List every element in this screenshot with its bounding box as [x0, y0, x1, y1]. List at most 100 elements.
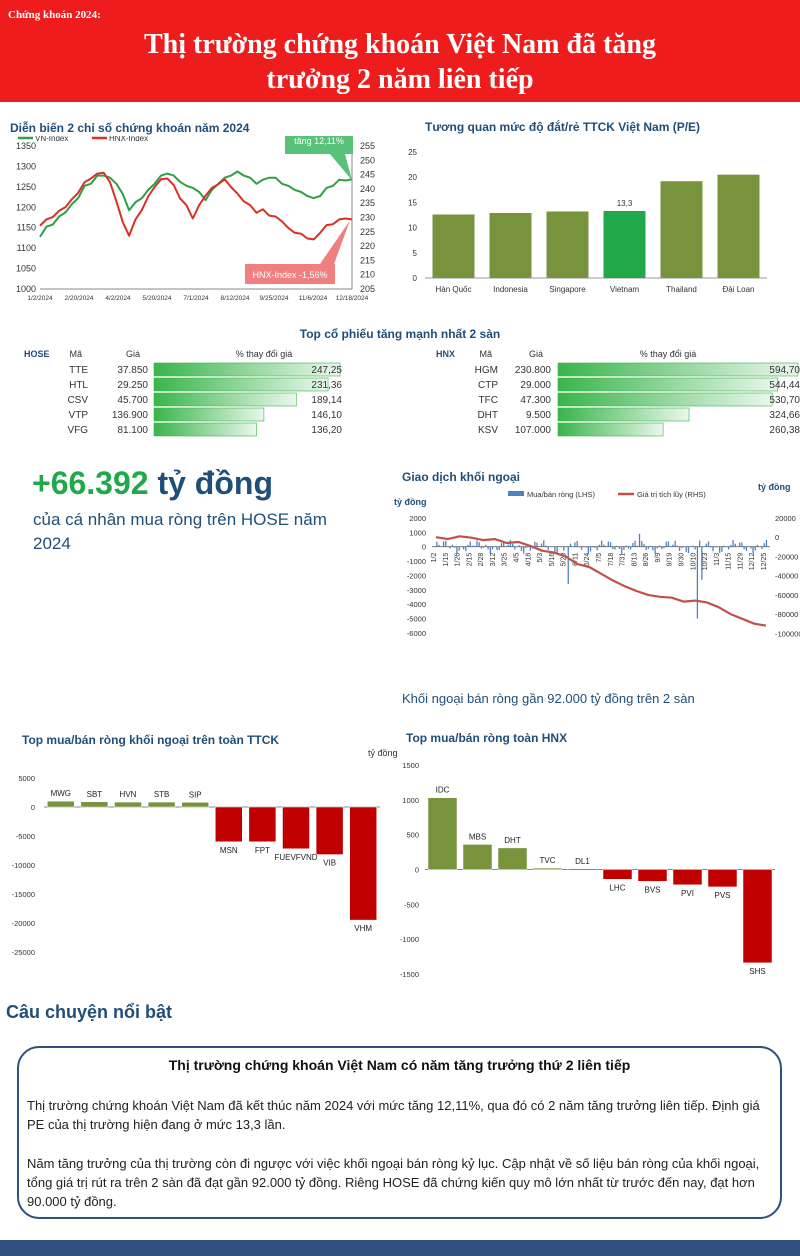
pe-y-tick: 5: [413, 249, 418, 258]
top-gainers-title: Top cổ phiếu tăng mạnh nhất 2 sàn: [299, 327, 501, 341]
bar-HVN: [114, 801, 142, 808]
legend-vnindex-label: VN-Index: [35, 136, 68, 143]
foreign-daily-bar: [612, 546, 614, 549]
foreign-x-tick: 1/26: [455, 553, 462, 567]
bar-BVS: [637, 869, 668, 882]
table-exchange-label: HNX: [436, 349, 455, 359]
bar-label-VHM: VHM: [354, 924, 372, 933]
vnindex-callout-box: [285, 136, 353, 154]
story-paragraph-2: Năm tăng trưởng của thị trường còn đi ng…: [27, 1156, 760, 1209]
foreign-daily-bar: [641, 540, 643, 547]
foreign-daily-bar: [734, 543, 736, 547]
table-code: CTP: [478, 380, 498, 391]
foreign-daily-bar: [529, 546, 532, 551]
bar-label-IDC: IDC: [436, 786, 450, 795]
foreign-daily-bar: [449, 546, 451, 549]
foreign-daily-bar: [645, 546, 647, 551]
index-x-tick: 2/20/2024: [65, 295, 94, 302]
table-change-bar: [153, 362, 341, 377]
foreign-x-tick: 3/25: [502, 553, 509, 567]
bar-FUEVFVND: [282, 806, 310, 850]
table-change-value: 260,38: [769, 425, 800, 436]
foreign-x-tick: 9/9: [655, 553, 662, 563]
foreign-top-hnx-title: Top mua/bán ròng toàn HNX: [406, 731, 568, 745]
foreign-right-tick: 0: [775, 533, 779, 542]
bar-label-STB: STB: [154, 790, 170, 799]
foreign-daily-bar: [627, 546, 630, 549]
pe-category-label: Đài Loan: [722, 285, 754, 294]
bar-label-DL1: DL1: [575, 857, 590, 866]
foreign-left-tick: -5000: [407, 614, 426, 623]
foreign-x-tick: 7/31: [620, 553, 627, 567]
foreign-daily-bar: [752, 546, 754, 554]
table-code: HGM: [475, 365, 498, 376]
foreign-daily-bar: [701, 546, 703, 580]
index-right-tick: 240: [360, 184, 375, 194]
pe-bar-chart: 0 5 10 15 20 25 Hàn Quốc Indonesia Singapore Viet…: [408, 148, 767, 294]
bar-label-SIP: SIP: [189, 790, 202, 799]
pe-bar-Indonesia: [489, 212, 532, 278]
table-change-bar: [557, 422, 664, 437]
foreign-x-tick: 11/29: [737, 553, 744, 570]
bar-MWG: [47, 800, 75, 808]
foreign-right-tick: -100000: [775, 629, 800, 638]
foreign-daily-bar: [676, 545, 679, 547]
foreign-left-tick: 2000: [409, 514, 426, 523]
table-change-bar: [153, 377, 329, 392]
bars-y-tick: 500: [406, 831, 419, 840]
table-change-bar: [153, 392, 297, 407]
bar-MSN: [215, 806, 243, 843]
table-change-value: 231,36: [311, 380, 342, 391]
foreign-daily-bar: [625, 545, 627, 547]
story-heading: Câu chuyện nổi bật: [6, 1002, 173, 1022]
foreign-daily-bar: [698, 540, 701, 547]
foreign-x-tick: 1/15: [443, 553, 450, 567]
table-header-price: Giá: [126, 349, 140, 359]
table-header-change: % thay đổi giá: [236, 349, 293, 359]
vnindex-callout-text: tăng 12,11%: [294, 136, 344, 146]
pe-bar-Thailand: [660, 181, 703, 278]
bar-label-LHC: LHC: [609, 883, 625, 892]
foreign-legend-bar-swatch: [508, 491, 524, 496]
index-left-tick: 1100: [17, 243, 36, 253]
foreign-daily-bar: [714, 546, 716, 548]
foreign-x-tick: 2/28: [478, 553, 485, 567]
big-stat-unit: tỷ đồng: [157, 465, 273, 501]
bar-label-MWG: MWG: [51, 789, 71, 798]
foreign-daily-bar: [489, 546, 491, 554]
foreign-daily-bar: [665, 541, 667, 547]
hose-gainers-table: HOSE Mã Giá % thay đổi giá TTE 37.850 247,25 HT…: [24, 349, 342, 437]
bar-SHS: [742, 869, 773, 964]
pe-chart-title: Tương quan mức độ đắt/rẻ TTCK Việt Nam (…: [425, 120, 701, 134]
table-price: 136.900: [112, 410, 149, 421]
foreign-daily-bar: [763, 543, 765, 547]
bar-SIP: [181, 802, 209, 808]
foreign-daily-bar: [663, 546, 665, 549]
hnx-callout-text: HNX-Index -1,56%: [252, 270, 327, 280]
foreign-x-tick: 11/3: [714, 553, 721, 566]
foreign-daily-bar: [500, 543, 503, 547]
foreign-x-tick: 10/23: [702, 553, 709, 571]
foreign-daily-bar: [656, 546, 658, 549]
index-right-tick: 245: [360, 170, 375, 180]
pe-category-label: Singapore: [549, 285, 586, 294]
table-price: 230.800: [515, 365, 552, 376]
hnx-callout-pointer: [320, 220, 350, 264]
bar-label-HVN: HVN: [120, 790, 137, 799]
foreign-x-tick: 5/29: [561, 553, 568, 567]
foreign-daily-bar: [498, 546, 500, 551]
foreign-daily-bar: [730, 544, 732, 547]
table-code: HTL: [69, 380, 88, 391]
foreign-top-all-title: Top mua/bán ròng khối ngoại trên toàn TT…: [22, 733, 280, 747]
bars-y-tick: 0: [31, 803, 35, 812]
bar-label-MSN: MSN: [220, 846, 238, 855]
table-change-bar: [557, 362, 799, 377]
foreign-daily-bar: [672, 544, 674, 547]
foreign-x-tick: 6/24: [584, 553, 591, 567]
pe-category-label: Indonesia: [493, 285, 528, 294]
foreign-x-tick: 11/15: [726, 553, 733, 570]
foreign-right-tick: -40000: [775, 572, 798, 581]
foreign-top-all-chart: tỷ đồng 5000 0 -5000 -10000 -15000 -20000 -2500…: [12, 748, 398, 957]
foreign-daily-bar: [474, 545, 476, 547]
foreign-cumulative-line: [435, 535, 767, 627]
